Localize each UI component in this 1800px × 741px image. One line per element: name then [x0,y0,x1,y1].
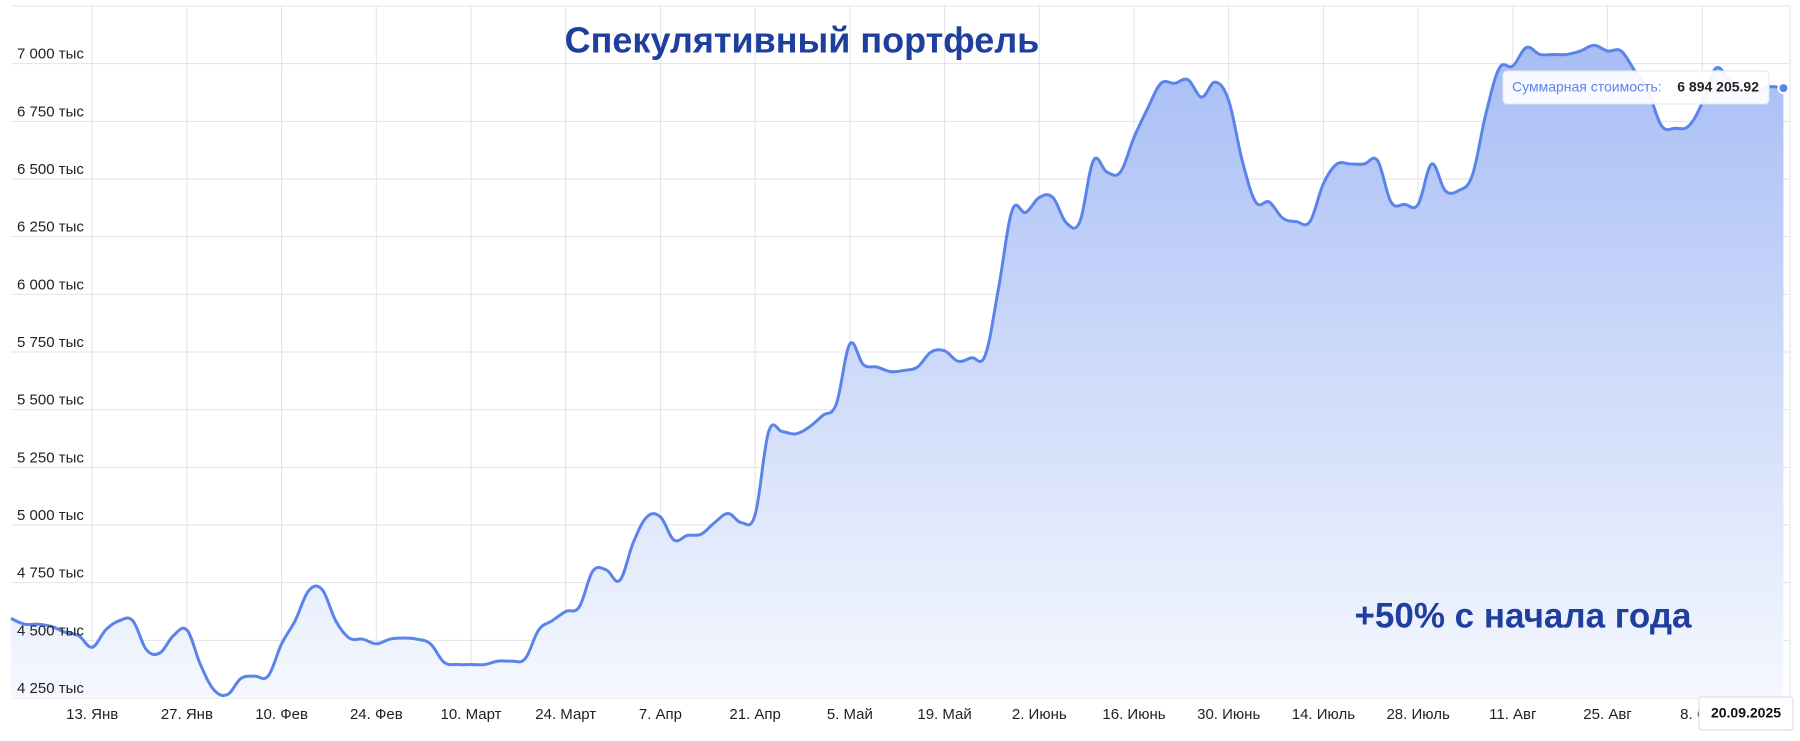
y-tick-label: 5 500 тыс [17,392,84,409]
x-tick-label: 28. Июль [1386,706,1449,723]
y-tick-label: 4 750 тыс [17,565,84,582]
x-tick-label: 21. Апр [729,706,781,723]
tooltip: Суммарная стоимость: 6 894 205.92 [1502,70,1770,105]
tooltip-box [1502,70,1770,105]
y-tick-label: 6 500 тыс [17,161,84,178]
x-tick-label: 2. Июнь [1012,706,1067,723]
line [10,43,1784,697]
date-box: 20.09.2025 [1698,696,1794,731]
y-tick-label: 6 000 тыс [17,276,84,293]
labels: 4 250 тыс 4 500 тыс 4 750 тыс 5 000 тыс 5 25… [17,46,1724,723]
x-tick-label: 10. Март [441,706,502,723]
x-tick-label: 16. Июнь [1102,706,1165,723]
x-tick-label: 10. Фев [255,706,308,723]
x-tick-label: 5. Май [827,706,873,723]
y-tick-label: 6 250 тыс [17,219,84,236]
x-tick-label: 11. Авг [1489,706,1537,723]
tooltip-value: 6 894 205.92 [1677,79,1759,95]
y-tick-label: 4 250 тыс [17,680,84,697]
plot [10,43,1790,699]
date-box-frame [1698,696,1794,731]
y-tick-label: 5 750 тыс [17,334,84,351]
x-tick-label: 25. Авг [1583,706,1632,723]
x-tick-label: 24. Фев [350,706,403,723]
x-tick-label: 30. Июнь [1197,706,1260,723]
tooltip-label: Суммарная стоимость: [1512,79,1662,95]
x-tick-label: 13. Янв [66,706,118,723]
y-tick-label: 6 750 тыс [17,103,84,120]
chart-title: Спекулятивный портфель [565,20,1040,61]
annotation: +50% с начала года [1354,596,1692,635]
y-tick-label: 7 000 тыс [17,46,84,63]
current-date: 20.09.2025 [1711,705,1781,721]
x-tick-label: 24. Март [535,706,596,723]
x-tick-label: 14. Июль [1292,706,1355,723]
hover-marker [1777,82,1790,95]
x-tick-label: 19. Май [917,706,971,723]
y-tick-label: 5 000 тыс [17,507,84,524]
y-tick-label: 4 500 тыс [17,622,84,639]
x-tick-label: 27. Янв [161,706,213,723]
y-tick-label: 5 250 тыс [17,449,84,466]
x-tick-label: 7. Апр [639,706,682,723]
